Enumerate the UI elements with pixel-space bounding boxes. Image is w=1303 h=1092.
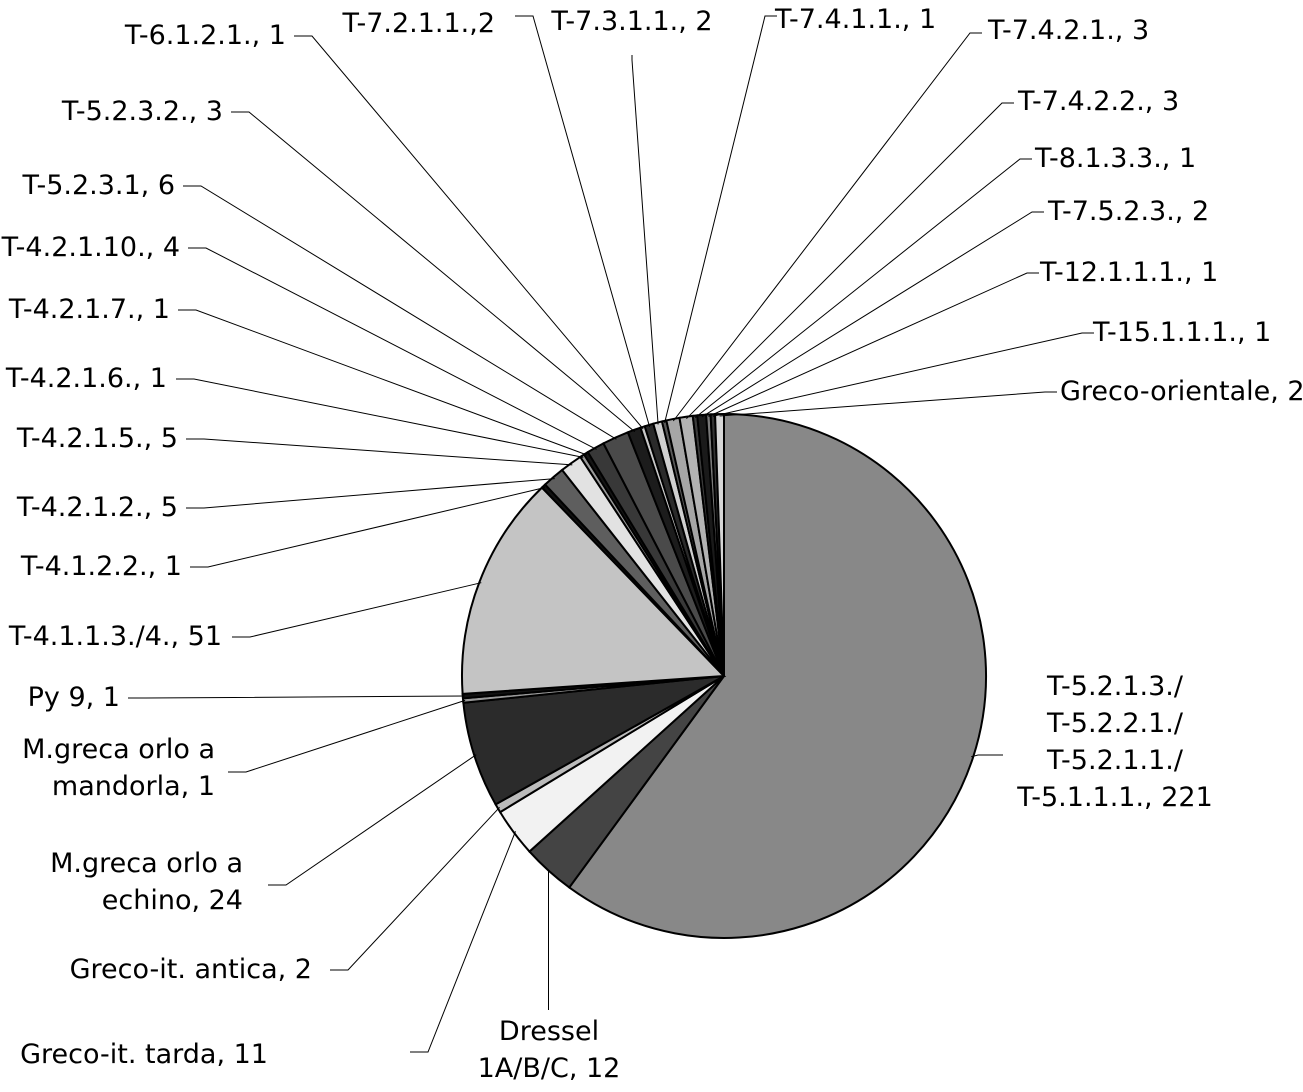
slice-label-line: 1A/B/C, 12 [478,1053,621,1084]
slice-label-line: Greco-it. tarda, 11 [20,1039,268,1070]
leader-line-t-7-4-2-1 [672,32,982,422]
pie-slice-t-4-1-1-3-4 [461,486,727,695]
leader-line-t-7-5-2-3 [701,211,1044,418]
slice-label-line: echino, 24 [102,885,243,916]
leader-lines [128,15,1094,1053]
slice-label-t-5-2-3-2: T-5.2.3.2., 3 [61,96,223,127]
leader-line-t-15-1-1-1 [712,332,1094,417]
slice-label-t-7-4-2-1: T-7.4.2.1., 3 [987,15,1149,46]
slice-label-line: T-4.1.2.2., 1 [20,551,182,582]
slice-label-dressel-1a-b-c: Dressel 1A/B/C, 12 [478,1016,621,1084]
slice-label-line: T-5.2.1.3./ [1046,671,1184,702]
slice-label-t-15-1-1-1: T-15.1.1.1., 1 [1092,317,1271,348]
slice-label-line: T-7.4.1.1., 1 [774,4,936,35]
leader-line-greco-orientale [719,391,1057,417]
slice-label-line: T-4.2.1.10., 4 [1,232,180,263]
leader-line-m-greca-orlo-a-mandorla [228,699,466,773]
leader-line-t-6-1-2-1 [294,35,644,430]
slice-label-line: T-4.1.1.3./4., 51 [8,621,222,652]
slice-label-line: T-8.1.3.3., 1 [1034,143,1196,174]
slice-label-greco-it-tarda: Greco-it. tarda, 11 [20,1039,268,1070]
slice-label-line: T-5.2.3.2., 3 [61,96,223,127]
slice-label-line: Greco-orientale, 2 [1060,376,1303,407]
slice-label-line: M.greca orlo a [22,734,215,765]
leader-line-t-5-2-3-2 [231,111,636,433]
slice-label-m-greca-orlo-a-mandorla: M.greca orlo a mandorla, 1 [22,734,215,802]
slice-label-line: T-15.1.1.1., 1 [1092,317,1271,348]
slice-label-t-7-4-1-1: T-7.4.1.1., 1 [774,4,936,35]
slice-label-line: T-5.2.3.1, 6 [21,170,175,201]
slice-label-t-4-1-2-2: T-4.1.2.2., 1 [20,551,182,582]
slice-label-line: T-7.4.2.1., 3 [987,15,1149,46]
slice-label-line: Py 9, 1 [28,682,120,713]
slice-label-line: T-4.2.1.2., 5 [16,492,178,523]
slice-label-line: T-7.5.2.3., 2 [1047,196,1209,227]
leader-line-py-9 [128,695,465,699]
slice-label-line: T-12.1.1.1., 1 [1039,257,1218,288]
slice-labels: T-5.2.1.3./ T-5.2.2.1./ T-5.2.1.1./ T-5.1.1… [1,4,1303,1084]
leader-line-greco-it-antica [330,806,500,971]
slice-label-line: T-6.1.2.1., 1 [124,20,286,51]
slice-label-line: T-5.1.1.1., 221 [1016,782,1213,813]
leader-line-t-7-2-1-1 [515,15,651,428]
slice-label-t-7-5-2-3: T-7.5.2.3., 2 [1047,196,1209,227]
slice-label-t-4-2-1-5: T-4.2.1.5., 5 [16,423,178,454]
leader-line-greco-it-tarda [410,831,516,1053]
slice-label-m-greca-orlo-a-echino: M.greca orlo a echino, 24 [50,848,243,916]
leader-line-t-4-2-1-6 [176,378,584,458]
slice-label-t-7-2-1-1: T-7.2.1.1.,2 [341,8,495,39]
pie-slice-t-5-2-1-3-t-5-2-2-1-t-5-2-1-1-t-5-1-1-1 [567,412,987,939]
leader-line-t-4-2-1-2 [186,478,555,509]
leader-line-t-5-2-1-3-t-5-2-2-1-t-5-2-1-1-t-5-1-1-1 [970,754,1003,758]
leader-line-t-4-2-1-7 [178,309,588,456]
slice-label-line: T-4.2.1.6., 1 [5,363,167,394]
slice-label-t-8-1-3-3: T-8.1.3.3., 1 [1034,143,1196,174]
leader-line-t-12-1-1-1 [708,272,1039,417]
slice-label-line: T-5.2.1.1./ [1046,745,1184,776]
slice-label-t-4-1-1-3-4: T-4.1.1.3./4., 51 [8,621,222,652]
leader-line-t-5-2-3-1 [183,185,617,440]
slice-label-line: T-4.2.1.5., 5 [16,423,178,454]
leader-line-t-7-4-1-1 [664,15,777,424]
leader-line-t-4-2-1-10 [188,247,597,450]
leader-line-t-4-1-1-3-4 [232,582,482,638]
slice-label-t-4-2-1-7: T-4.2.1.7., 1 [8,294,170,325]
slice-label-line: T-7.3.1.1., 2 [550,6,712,37]
slice-label-t-7-4-2-2: T-7.4.2.2., 3 [1017,86,1179,117]
leader-line-m-greca-orlo-a-echino [268,754,477,886]
slice-label-line: T-5.2.2.1./ [1046,708,1184,739]
slice-label-line: T-7.4.2.2., 3 [1017,86,1179,117]
slice-label-line: Dressel [499,1016,599,1047]
leader-line-t-7-3-1-1 [631,55,659,425]
slice-label-t-7-3-1-1: T-7.3.1.1., 2 [550,6,712,37]
leader-line-t-4-1-2-2 [190,487,546,568]
slice-label-py-9: Py 9, 1 [28,682,120,713]
slice-label-line: mandorla, 1 [52,771,215,802]
slice-label-t-4-2-1-2: T-4.2.1.2., 5 [16,492,178,523]
slice-label-line: Greco-it. antica, 2 [70,954,312,985]
slice-label-t-4-2-1-6: T-4.2.1.6., 1 [5,363,167,394]
slice-label-line: T-4.2.1.7., 1 [8,294,170,325]
slice-label-greco-orientale: Greco-orientale, 2 [1060,376,1303,407]
slice-label-t-6-1-2-1: T-6.1.2.1., 1 [124,20,286,51]
slice-label-line: T-7.2.1.1.,2 [341,8,495,39]
leader-line-t-4-2-1-5 [186,438,573,466]
leader-line-t-8-1-3-3 [694,158,1032,418]
slice-label-t-12-1-1-1: T-12.1.1.1., 1 [1039,257,1218,288]
leader-line-t-7-4-2-2 [686,102,1014,420]
slice-label-greco-it-antica: Greco-it. antica, 2 [70,954,312,985]
slice-label-t-5-2-3-1: T-5.2.3.1, 6 [21,170,175,201]
slice-label-line: M.greca orlo a [50,848,243,879]
pie-slices [461,412,987,939]
slice-label-t-5-2-1-3-t-5-2-2-1-t-5-2-1-1-t-5-1-1-1: T-5.2.1.3./ T-5.2.2.1./ T-5.2.1.1./ T-5.1.1… [1016,671,1213,813]
slice-label-t-4-2-1-10: T-4.2.1.10., 4 [1,232,180,263]
